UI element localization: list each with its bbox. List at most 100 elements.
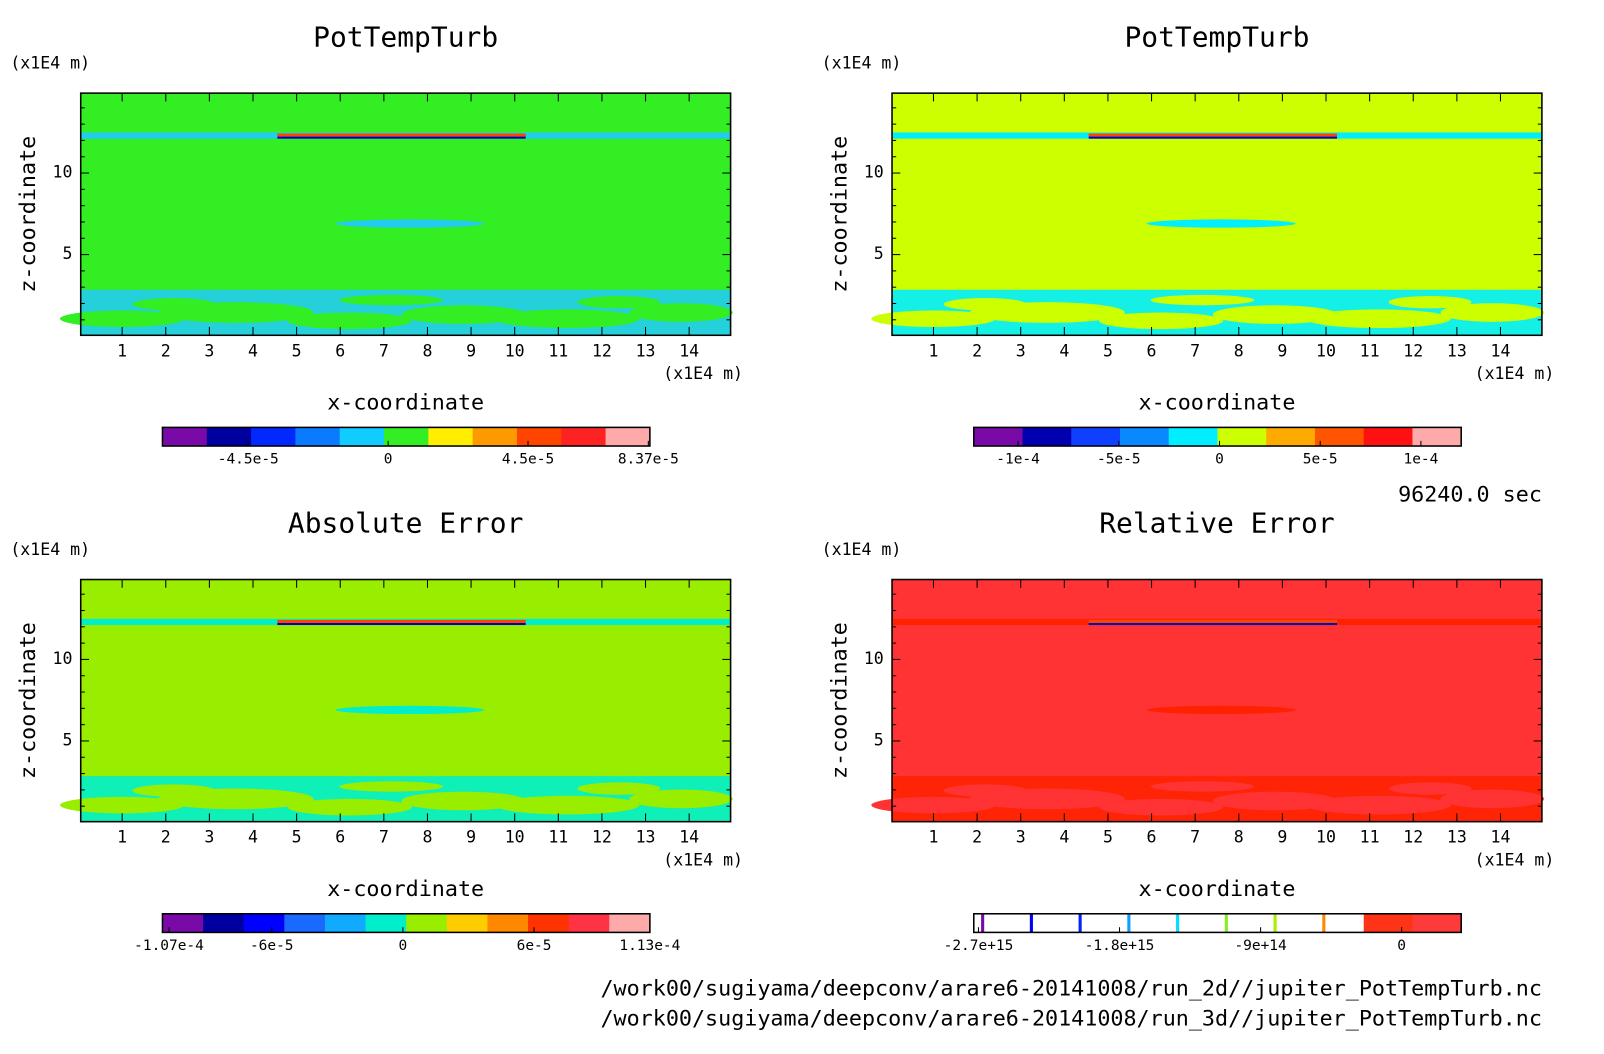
x-tick-label: 3 [204,828,214,847]
colorbar-segment [251,427,296,447]
x-tick-label: 2 [972,828,982,847]
colorbar-edge [1029,913,1033,933]
x-tick-label: 9 [1277,828,1287,847]
colorbar-segment [1314,427,1365,447]
colorbar-segment [1168,427,1219,447]
y-unit: (x1E4 m) [10,540,90,559]
field-swirl [943,784,1027,797]
panel-title: Absolute Error [288,507,523,540]
x-tick-label: 6 [335,341,345,360]
x-tick-label: 2 [161,341,171,360]
colorbar-tick-label: 5e-5 [1303,451,1338,467]
colorbar-tick-label: -6e-5 [250,938,294,954]
colorbar-segment [384,427,429,447]
panel: Relative Error (x1E4 m) (x1E4 m) x-coordina… [822,507,1555,954]
field-swirl [1440,789,1544,809]
colorbar-tick-label: -1.8e+15 [1085,938,1155,954]
x-tick-label: 6 [1147,341,1157,360]
colorbar-segment [568,913,610,933]
x-tick-label: 4 [248,341,258,360]
colorbar-segment [1217,427,1267,447]
x-axis-label: x-coordinate [1139,391,1296,416]
field-swirl [401,305,526,324]
colorbar-segment [1217,913,1267,933]
field-blob [1146,705,1296,715]
x-tick-label: 11 [548,341,568,360]
frame [891,92,1543,337]
colorbar-segment [1412,427,1462,447]
field-swirl [1098,798,1224,816]
colorbar-segment [324,913,367,933]
y-unit: (x1E4 m) [822,540,902,559]
x-tick-label: 12 [592,828,612,847]
y-tick-label: 5 [874,244,884,263]
x-tick-label: 8 [1234,341,1244,360]
colorbar-segment [528,913,570,933]
x-unit: (x1E4 m) [1475,850,1555,869]
x-tick-label: 14 [679,341,699,360]
x-tick-label: 5 [1103,828,1113,847]
x-tick-label: 3 [1016,341,1026,360]
x-unit: (x1E4 m) [663,850,743,869]
field-swirl [287,312,412,330]
field-swirl [1150,781,1255,792]
colorbar-edge [1078,913,1082,933]
colorbar-tick-label: 1.13e-4 [619,938,680,954]
field-swirl [1150,294,1255,306]
colorbar-segment [162,427,208,447]
x-tick-label: 1 [117,828,127,847]
x-axis-label: x-coordinate [327,391,484,416]
colorbar-tick-label: 0 [399,938,408,954]
panel: Absolute Error (x1E4 m) (x1E4 m) x-coordina… [10,507,743,954]
colorbar-segment [472,427,518,447]
colorbar-tick-label: 0 [1397,938,1406,954]
colorbar-segment [339,427,385,447]
y-axis-label: z-coordinate [827,622,852,779]
x-tick-label: 5 [292,341,302,360]
colorbar-frame [161,912,651,934]
y-unit: (x1E4 m) [10,54,90,73]
colorbar-frame [973,426,1462,447]
field-swirl [577,295,661,309]
frame [79,578,732,823]
colorbar-segment [1071,427,1121,447]
field-swirl [132,784,216,797]
field-swirl [1305,309,1451,329]
x-tick-label: 11 [548,828,568,847]
field-blob [1146,219,1296,228]
x-tick-label: 9 [466,341,476,360]
y-tick-label: 10 [53,163,73,182]
x-tick-label: 5 [1103,341,1113,360]
x-tick-label: 14 [1491,341,1511,360]
field-band [277,619,526,623]
field-blob [335,219,485,228]
field-swirl [1388,782,1472,795]
colorbar-tick-label: -1e-4 [996,451,1040,467]
field-swirl [1388,295,1472,309]
x-tick-label: 1 [928,341,938,360]
field-band [1088,136,1338,139]
colorbar-segment [446,913,488,933]
field-band [277,622,526,626]
field-swirl [1212,305,1338,324]
field-swirl [60,310,185,328]
field-swirl [629,303,733,322]
panel-title: Relative Error [1099,507,1334,540]
colorbar-edge [1176,913,1180,933]
x-tick-label: 3 [1016,828,1026,847]
x-tick-label: 4 [1059,828,1069,847]
colorbar-edge [1224,913,1228,933]
colorbar-tick-label: 0 [384,451,393,467]
x-tick-label: 6 [335,828,345,847]
colorbar-segment [1266,427,1316,447]
x-tick-label: 8 [1234,828,1244,847]
panel: PotTempTurb (x1E4 m) (x1E4 m) x-coordinate z… [822,20,1555,467]
field-swirl [401,791,526,811]
field-swirl [1440,303,1544,322]
y-unit: (x1E4 m) [822,54,902,73]
x-tick-label: 12 [1403,828,1423,847]
field-swirl [577,782,661,795]
x-tick-label: 9 [466,828,476,847]
x-tick-label: 13 [1447,341,1467,360]
